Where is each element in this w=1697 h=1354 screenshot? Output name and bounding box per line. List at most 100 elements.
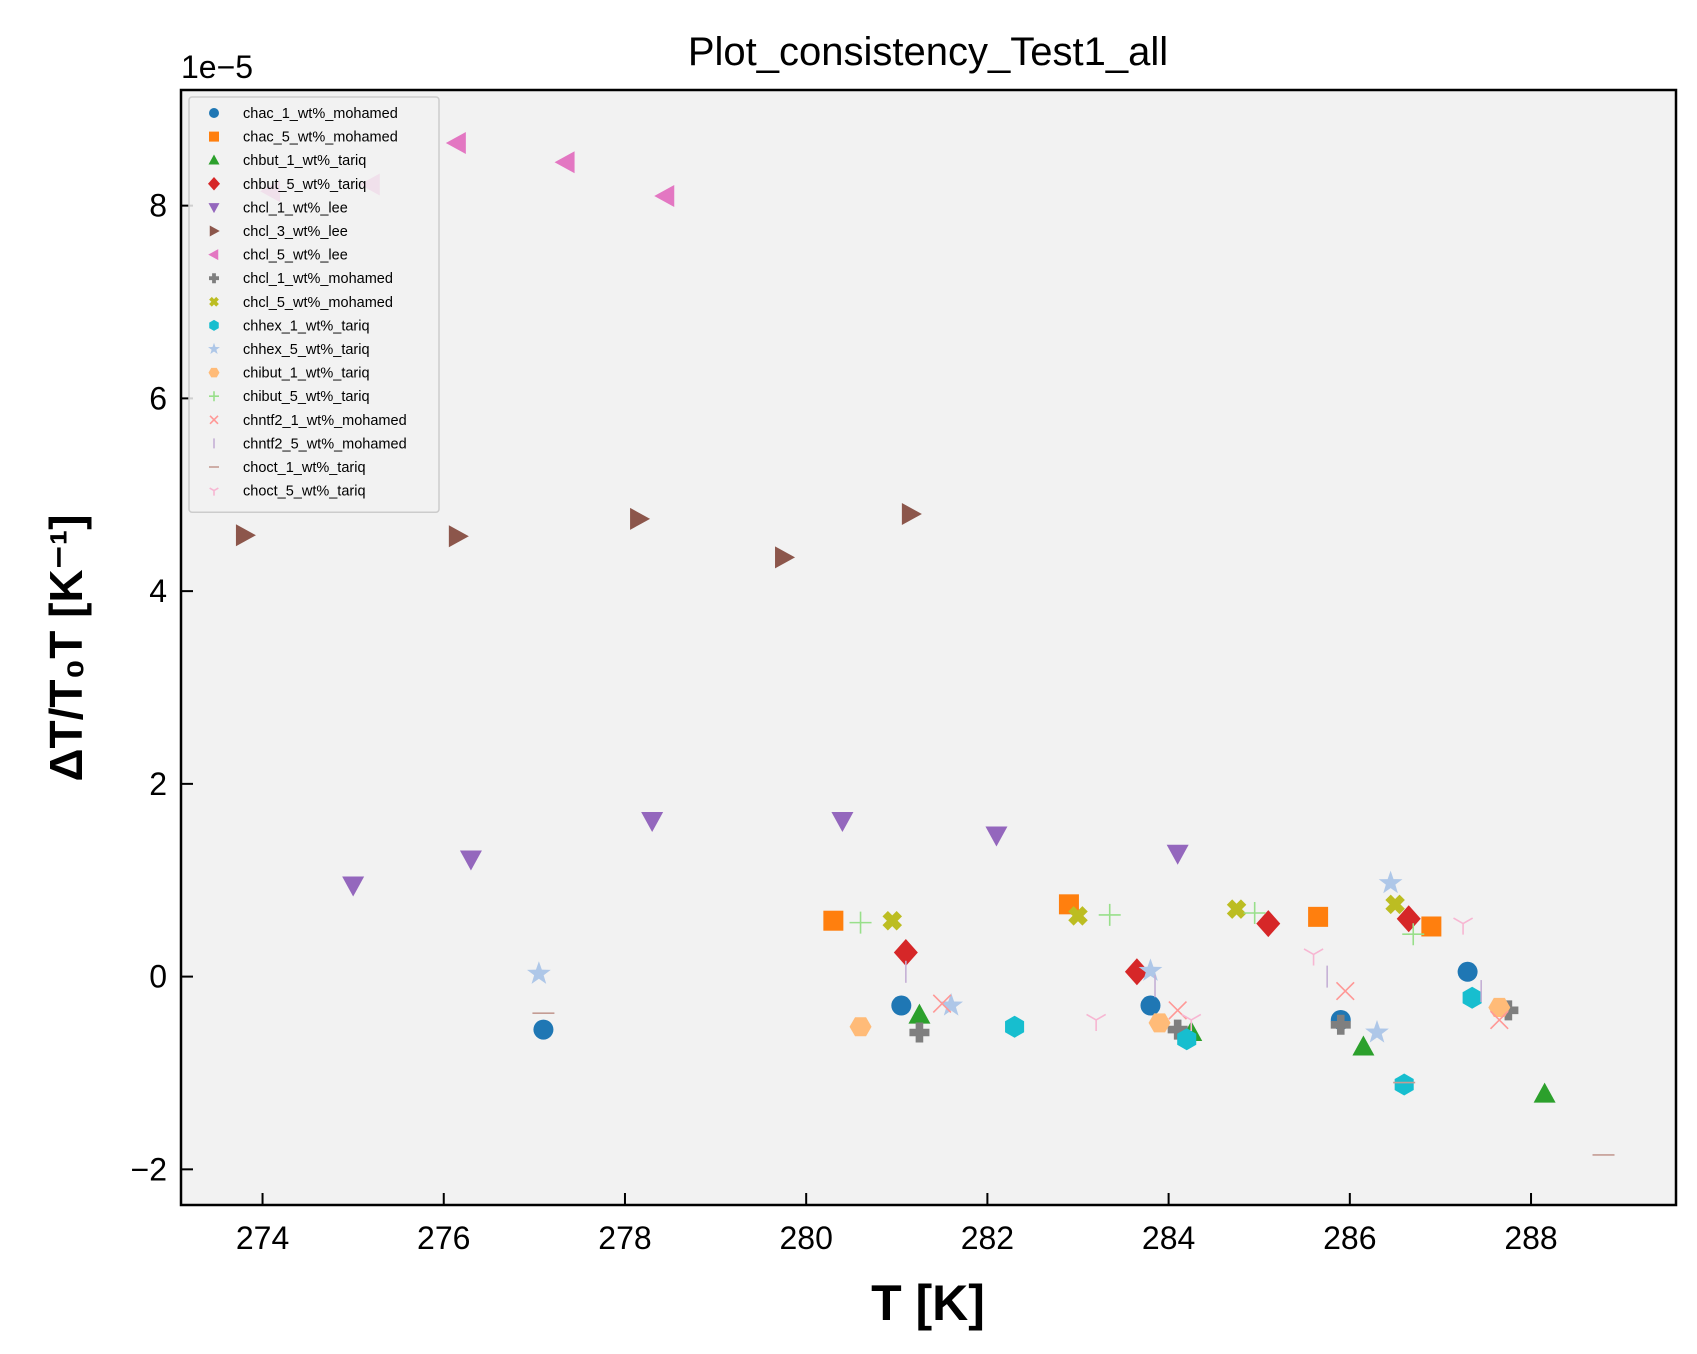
legend-entry: chac_5_wt%_mohamed (209, 130, 398, 146)
legend-marker (209, 273, 219, 284)
data-point (932, 994, 952, 1013)
data-point (1167, 1019, 1188, 1040)
data-point (630, 507, 651, 530)
legend-entry: choct_5_wt%_tariq (209, 484, 366, 500)
data-point (1138, 958, 1163, 981)
series-chibut_5_wt%_tariq (849, 901, 1425, 946)
legend-entry: chcl_1_wt%_lee (208, 200, 348, 216)
data-point (1148, 1013, 1171, 1033)
y-tick-label: 0 (149, 959, 167, 995)
legend-label: chcl_1_wt%_mohamed (243, 271, 393, 287)
data-point (901, 503, 922, 526)
series-chcl_3_wt%_lee (235, 503, 922, 569)
data-point (985, 826, 1008, 847)
series-chac_5_wt%_mohamed (823, 894, 1442, 937)
data-point (1402, 923, 1425, 946)
y-tick-label: 8 (149, 188, 167, 224)
legend-entry: chbut_1_wt%_tariq (208, 153, 366, 169)
legend-label: chac_1_wt%_mohamed (243, 106, 398, 122)
data-point (641, 811, 664, 832)
legend-entry: chibut_5_wt%_tariq (209, 389, 370, 405)
data-point (1365, 1020, 1389, 1043)
legend-label: chac_5_wt%_mohamed (243, 130, 398, 146)
series-chibut_1_wt%_tariq (849, 997, 1511, 1037)
data-point (882, 910, 903, 931)
legend-marker (208, 249, 219, 261)
data-point (1352, 1035, 1375, 1056)
data-point (1385, 894, 1405, 915)
legend-marker (208, 177, 220, 191)
data-point (849, 911, 872, 934)
data-point (893, 939, 918, 967)
legend: chac_1_wt%_mohamed chac_5_wt%_mohamedchbu… (188, 96, 440, 513)
chart-title: Plot_consistency_Test1_all (688, 30, 1168, 74)
data-point (849, 1017, 872, 1037)
data-point (1068, 906, 1088, 926)
data-point (1489, 1010, 1509, 1030)
x-axis-label: T [K] (871, 1275, 985, 1331)
legend-marker (208, 203, 220, 214)
legend-label: chntf2_1_wt%_mohamed (243, 413, 407, 429)
legend-box (188, 96, 440, 513)
data-point (1488, 997, 1511, 1017)
data-point (1303, 948, 1324, 966)
data-point (1243, 901, 1266, 924)
legend-marker (209, 131, 219, 142)
legend-entry: chntf2_5_wt%_mohamed (213, 436, 407, 452)
data-point (823, 910, 844, 931)
data-point (1421, 916, 1442, 937)
legend-label: chibut_5_wt%_tariq (243, 389, 370, 405)
data-point (1453, 917, 1474, 935)
y-tick-label: 2 (149, 766, 167, 802)
series-chhex_1_wt%_tariq (1005, 986, 1482, 1096)
data-point (1005, 1015, 1025, 1038)
y-axis-label: ΔT/T₀T [K⁻¹] (40, 514, 92, 781)
series-chcl_1_wt%_lee (342, 811, 1189, 897)
legend-entry: chntf2_1_wt%_mohamed (209, 413, 407, 429)
data-point (1226, 899, 1247, 919)
x-tick-label: 282 (961, 1220, 1014, 1256)
data-point (459, 850, 482, 871)
series-chntf2_5_wt%_mohamed (905, 960, 1482, 1003)
data-point (891, 995, 912, 1016)
data-point (1140, 995, 1161, 1016)
legend-label: chcl_5_wt%_mohamed (243, 295, 393, 311)
data-point (775, 546, 796, 569)
x-tick-label: 278 (598, 1220, 651, 1256)
data-point (1378, 870, 1403, 894)
legend-marker (209, 415, 219, 425)
data-point (1086, 1013, 1107, 1031)
data-point (1177, 1028, 1197, 1051)
series-choct_1_wt%_tariq (532, 1012, 1615, 1156)
legend-label: chhex_1_wt%_tariq (243, 318, 370, 334)
legend-marker (208, 154, 220, 165)
data-point (1394, 1073, 1414, 1096)
data-point (1181, 1013, 1202, 1031)
data-point (445, 132, 466, 155)
legend-label: choct_5_wt%_tariq (243, 484, 366, 500)
data-point (1166, 844, 1189, 865)
legend-entry: chhex_5_wt%_tariq (208, 342, 370, 358)
data-point (908, 1003, 931, 1024)
legend-label: chcl_1_wt%_lee (243, 200, 348, 216)
axis-offset-label: 1e−5 (181, 49, 253, 85)
legend-entry: chhex_1_wt%_tariq (209, 318, 370, 334)
data-point (235, 524, 256, 547)
legend-marker (209, 296, 219, 307)
data-point (831, 811, 854, 832)
data-point (1330, 1014, 1351, 1035)
plot-frame (179, 88, 1678, 1207)
data-point (527, 961, 551, 984)
data-point (1308, 906, 1329, 927)
data-point (1124, 958, 1149, 986)
legend-label: chhex_5_wt%_tariq (243, 342, 370, 358)
series-chcl_5_wt%_mohamed (882, 894, 1405, 931)
legend-entry: chcl_3_wt%_lee (209, 224, 348, 240)
data-point (654, 185, 675, 208)
legend-label: choct_1_wt%_tariq (243, 460, 366, 476)
legend-marker (208, 367, 220, 378)
legend-label: chibut_1_wt%_tariq (243, 366, 370, 382)
series-chbut_5_wt%_tariq (893, 905, 1421, 986)
legend-marker (209, 319, 219, 331)
